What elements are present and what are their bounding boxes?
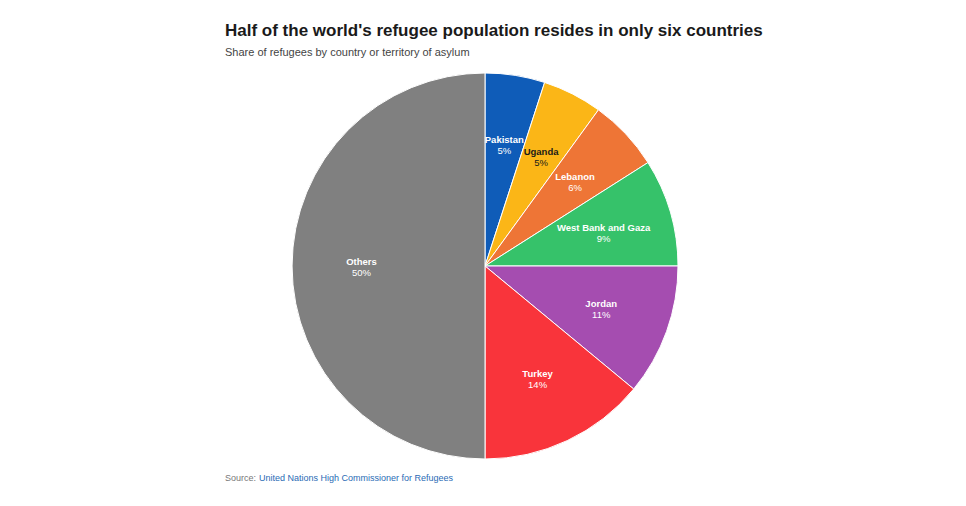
data-label: 50% — [352, 267, 372, 278]
slices — [292, 73, 678, 459]
data-label: 9% — [597, 233, 611, 244]
source-label: Source: — [225, 473, 256, 483]
slice-label: Uganda — [524, 146, 560, 157]
slice-label: Jordan — [585, 298, 617, 309]
chart-root: Half of the world's refugee population r… — [0, 0, 966, 506]
data-label: 5% — [534, 157, 548, 168]
slice-label: Turkey — [522, 368, 553, 379]
data-label: 5% — [497, 145, 511, 156]
pie-slice — [292, 73, 485, 459]
slice-labels: Pakistan5%Uganda5%Lebanon6%West Bank and… — [346, 134, 651, 390]
source-link[interactable]: United Nations High Commissioner for Ref… — [259, 473, 454, 483]
pie-slice — [485, 163, 678, 266]
data-label: 6% — [568, 182, 582, 193]
chart-svg: Half of the world's refugee population r… — [0, 0, 966, 506]
source: Source:United Nations High Commissioner … — [225, 473, 454, 483]
slice-label: Pakistan — [485, 134, 524, 145]
subtitle: Share of refugees by country or territor… — [225, 46, 470, 58]
title: Half of the world's refugee population r… — [225, 21, 763, 40]
pie-slice — [485, 266, 634, 459]
slice-label: Lebanon — [555, 171, 595, 182]
slice-label: West Bank and Gaza — [557, 222, 651, 233]
data-label: 11% — [592, 309, 611, 320]
data-label: 14% — [528, 379, 548, 390]
slice-label: Others — [346, 256, 377, 267]
